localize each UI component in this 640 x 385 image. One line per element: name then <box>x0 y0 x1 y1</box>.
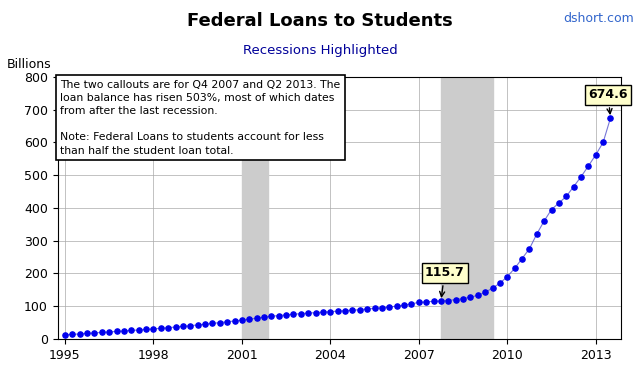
Point <box>200 321 210 327</box>
Point <box>473 292 483 298</box>
Point <box>67 331 77 338</box>
Point <box>377 305 387 311</box>
Point <box>428 298 438 305</box>
Point <box>524 246 534 252</box>
Point <box>436 298 446 304</box>
Point <box>568 184 579 190</box>
Point <box>141 326 151 333</box>
Point <box>369 305 380 311</box>
Point <box>310 310 321 316</box>
Point <box>325 308 335 315</box>
Point <box>399 302 409 308</box>
Point <box>222 319 232 325</box>
Point <box>480 289 490 295</box>
Point <box>443 298 453 304</box>
Point <box>229 318 239 324</box>
Point <box>193 322 203 328</box>
Text: 674.6: 674.6 <box>588 89 628 114</box>
Point <box>509 265 520 271</box>
Point <box>134 327 144 333</box>
Point <box>355 306 365 313</box>
Point <box>583 163 593 169</box>
Point <box>591 152 601 158</box>
Text: Recessions Highlighted: Recessions Highlighted <box>243 44 397 57</box>
Point <box>75 331 85 337</box>
Point <box>126 327 136 333</box>
Point <box>495 280 505 286</box>
Point <box>244 316 254 322</box>
Point <box>451 296 461 303</box>
Point <box>60 332 70 338</box>
Point <box>348 307 358 313</box>
Point <box>90 330 100 336</box>
Point <box>252 315 262 321</box>
Text: Billions: Billions <box>6 58 51 71</box>
Point <box>266 313 276 319</box>
Point <box>392 303 402 309</box>
Point <box>281 312 291 318</box>
Point <box>303 310 314 316</box>
Point <box>605 115 616 121</box>
Point <box>576 174 586 180</box>
Point <box>547 206 557 213</box>
Bar <box>242 77 268 339</box>
Point <box>413 300 424 306</box>
Point <box>340 308 350 314</box>
Point <box>237 317 247 323</box>
Point <box>465 294 476 300</box>
Point <box>362 306 372 312</box>
Point <box>97 329 107 335</box>
Point <box>561 193 572 199</box>
Text: 115.7: 115.7 <box>425 266 465 297</box>
Point <box>274 313 284 319</box>
Point <box>82 330 92 336</box>
Point <box>406 301 417 307</box>
Point <box>318 309 328 315</box>
Point <box>517 256 527 262</box>
Point <box>148 326 159 332</box>
Point <box>119 328 129 334</box>
Point <box>554 200 564 206</box>
Point <box>185 323 195 329</box>
Point <box>333 308 343 314</box>
Point <box>598 139 608 146</box>
Point <box>207 320 218 326</box>
Bar <box>441 77 493 339</box>
Point <box>532 231 542 237</box>
Point <box>384 304 394 310</box>
Point <box>289 311 299 317</box>
Point <box>259 314 269 320</box>
Point <box>458 295 468 301</box>
Point <box>104 329 115 335</box>
Text: dshort.com: dshort.com <box>563 12 634 25</box>
Point <box>421 299 431 305</box>
Point <box>488 285 498 291</box>
Point <box>214 320 225 326</box>
Point <box>502 273 513 280</box>
Text: The two callouts are for Q4 2007 and Q2 2013. The
loan balance has risen 503%, m: The two callouts are for Q4 2007 and Q2 … <box>60 80 340 156</box>
Point <box>156 325 166 331</box>
Point <box>296 311 306 317</box>
Point <box>539 218 549 224</box>
Point <box>111 328 122 335</box>
Point <box>170 324 180 330</box>
Text: Federal Loans to Students: Federal Loans to Students <box>187 12 453 30</box>
Point <box>178 323 188 330</box>
Point <box>163 325 173 331</box>
